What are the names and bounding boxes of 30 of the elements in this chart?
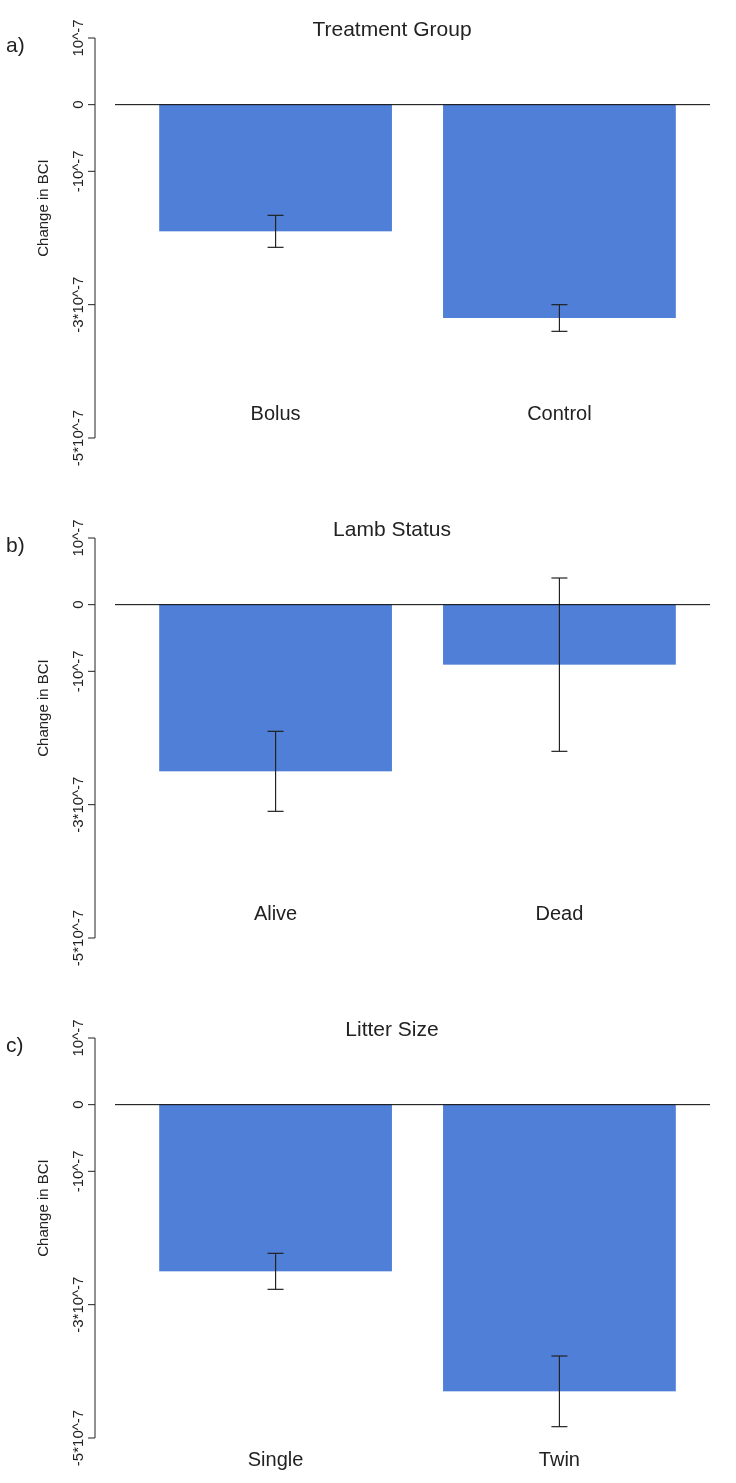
y-tick-label: -3*10^-7 bbox=[69, 1276, 86, 1333]
y-axis-title: Change in BCI bbox=[34, 159, 51, 257]
y-tick-label: -10^-7 bbox=[69, 150, 86, 193]
x-tick-label: Alive bbox=[253, 902, 298, 924]
chart-title: Treatment Group bbox=[312, 17, 472, 40]
y-tick-label: 0 bbox=[69, 600, 86, 609]
x-tick-label: Dead bbox=[535, 902, 584, 924]
y-axis-title: Change in BCI bbox=[34, 1159, 51, 1257]
y-tick-label: 10^-7 bbox=[69, 519, 86, 557]
y-tick-label: 10^-7 bbox=[69, 1019, 86, 1057]
chart-title: Lamb Status bbox=[333, 517, 451, 540]
x-tick-label: Single bbox=[247, 1448, 304, 1470]
y-tick-label: -5*10^-7 bbox=[69, 909, 86, 967]
y-tick-label: -5*10^-7 bbox=[69, 409, 86, 467]
y-axis-title: Change in BCI bbox=[34, 659, 51, 757]
y-tick-label: 0 bbox=[69, 1100, 86, 1109]
x-tick-label: Bolus bbox=[250, 402, 301, 424]
chart-title: Litter Size bbox=[345, 1017, 439, 1040]
y-tick-label: -10^-7 bbox=[69, 1150, 86, 1193]
y-tick-label: -3*10^-7 bbox=[69, 276, 86, 333]
y-tick-label: -3*10^-7 bbox=[69, 776, 86, 833]
x-tick-label: Control bbox=[527, 402, 592, 424]
x-tick-label: Twin bbox=[538, 1448, 580, 1470]
y-tick-label: -5*10^-7 bbox=[69, 1409, 86, 1467]
y-tick-label: 10^-7 bbox=[69, 19, 86, 57]
text: b) bbox=[6, 533, 25, 556]
y-tick-label: 0 bbox=[69, 100, 86, 109]
y-tick-label: -10^-7 bbox=[69, 650, 86, 693]
text: c) bbox=[6, 1033, 24, 1056]
text: a) bbox=[6, 33, 25, 56]
